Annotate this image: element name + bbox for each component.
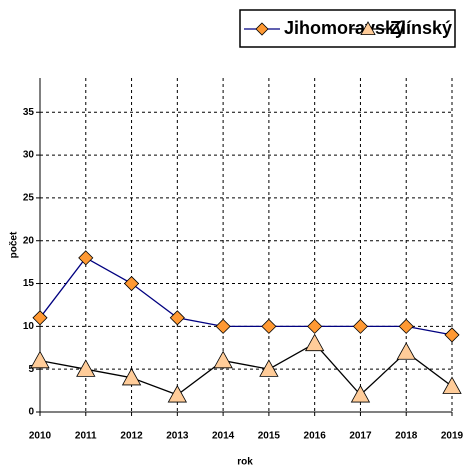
- series-line: [39, 342, 453, 396]
- marker: [442, 376, 462, 394]
- y-tick-label: 30: [23, 150, 35, 161]
- marker: [304, 333, 325, 352]
- x-tick-label: 2015: [258, 431, 281, 442]
- marker: [350, 385, 371, 403]
- x-tick-label: 2012: [120, 431, 143, 442]
- x-axis-label: rok: [237, 457, 253, 468]
- marker: [121, 367, 142, 386]
- legend-box: [239, 9, 456, 48]
- y-tick-label: 10: [23, 321, 35, 332]
- marker: [123, 275, 140, 292]
- y-tick-label: 15: [23, 278, 35, 289]
- marker: [30, 350, 50, 369]
- marker: [396, 342, 416, 360]
- marker: [76, 359, 96, 377]
- marker: [213, 350, 233, 369]
- marker: [215, 318, 231, 334]
- x-tick-label: 2019: [441, 431, 464, 442]
- x-tick-label: 2014: [212, 431, 235, 442]
- marker: [398, 318, 414, 334]
- y-tick-label: 20: [23, 235, 35, 246]
- x-tick-label: 2013: [166, 431, 189, 442]
- y-axis-label: počet: [9, 231, 20, 258]
- y-tick-label: 25: [23, 193, 35, 204]
- series-line: [39, 257, 453, 336]
- y-tick-label: 5: [28, 364, 34, 375]
- marker: [167, 385, 188, 403]
- marker: [444, 327, 460, 343]
- marker: [78, 250, 94, 266]
- x-tick-label: 2018: [395, 431, 418, 442]
- marker: [169, 310, 185, 326]
- legend-label: Jihomoravský: [284, 18, 405, 38]
- x-tick-label: 2011: [75, 431, 97, 442]
- x-tick-label: 2010: [29, 431, 52, 442]
- marker: [261, 318, 277, 334]
- legend-marker: [360, 21, 376, 35]
- legend-label: Zlínský: [390, 18, 452, 38]
- marker: [307, 318, 323, 334]
- x-tick-label: 2017: [349, 431, 372, 442]
- y-tick-label: 35: [23, 107, 35, 118]
- x-tick-label: 2016: [304, 431, 327, 442]
- y-tick-label: 0: [28, 407, 34, 418]
- marker: [259, 359, 279, 377]
- legend-marker: [255, 22, 269, 36]
- marker: [352, 318, 369, 334]
- marker: [32, 310, 48, 326]
